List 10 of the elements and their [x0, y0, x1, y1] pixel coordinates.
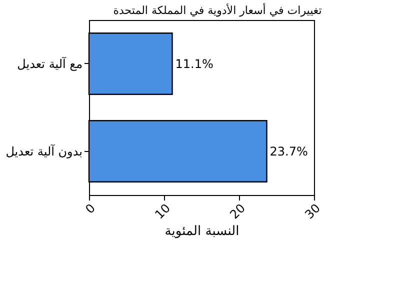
chart-title: تغييرات في أسعار الأدوية في المملكة المتحدة [113, 3, 322, 17]
data-label: 23.7% [270, 144, 308, 158]
y-tick-label: بدون آلية تعديل [6, 143, 82, 158]
x-tick-label: 0 [82, 201, 98, 216]
x-axis-title: النسبة المئوية [164, 224, 240, 240]
x-tick-label: 30 [302, 201, 323, 222]
data-label: 11.1% [175, 56, 214, 71]
x-tick-label: 10 [152, 201, 173, 222]
x-tick-label: 20 [227, 201, 248, 222]
y-tick-label: مع آلية تعديل [17, 56, 82, 71]
